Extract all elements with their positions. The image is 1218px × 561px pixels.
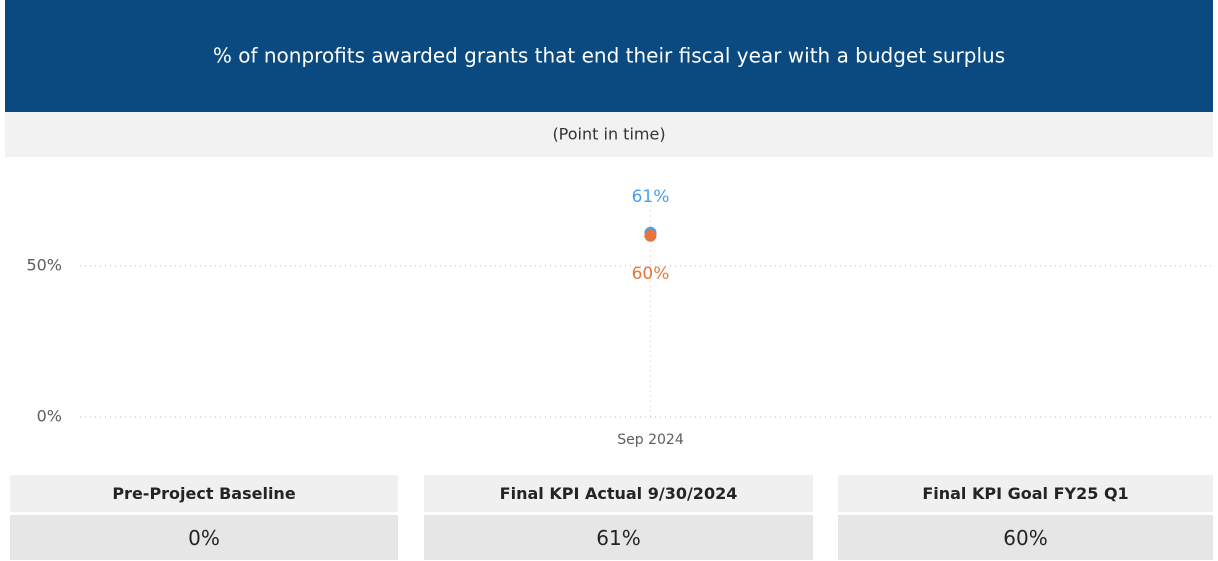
card-value: 61%: [424, 515, 813, 560]
card-value: 60%: [838, 515, 1213, 560]
card-value: 0%: [10, 515, 398, 560]
card-label: Final KPI Actual 9/30/2024: [424, 475, 813, 512]
data-label: 60%: [632, 264, 670, 284]
y-tick-label: 50%: [26, 256, 62, 275]
kpi-card: Final KPI Goal FY25 Q1 60%: [838, 475, 1213, 561]
chart-title: % of nonprofits awarded grants that end …: [213, 44, 1005, 68]
y-tick-label: 0%: [37, 407, 62, 426]
kpi-card: Pre-Project Baseline 0%: [10, 475, 398, 561]
kpi-card: Final KPI Actual 9/30/2024 61%: [424, 475, 813, 561]
card-label: Pre-Project Baseline: [10, 475, 398, 512]
subtitle-band: [5, 112, 1213, 157]
x-tick-label: Sep 2024: [617, 432, 684, 448]
chart: % of nonprofits awarded grants that end …: [5, 0, 1213, 448]
point: [644, 229, 657, 242]
card-label: Final KPI Goal FY25 Q1: [838, 475, 1213, 512]
chart-subtitle: (Point in time): [552, 125, 665, 144]
header-band: [5, 0, 1213, 112]
data-label: 61%: [632, 187, 670, 207]
